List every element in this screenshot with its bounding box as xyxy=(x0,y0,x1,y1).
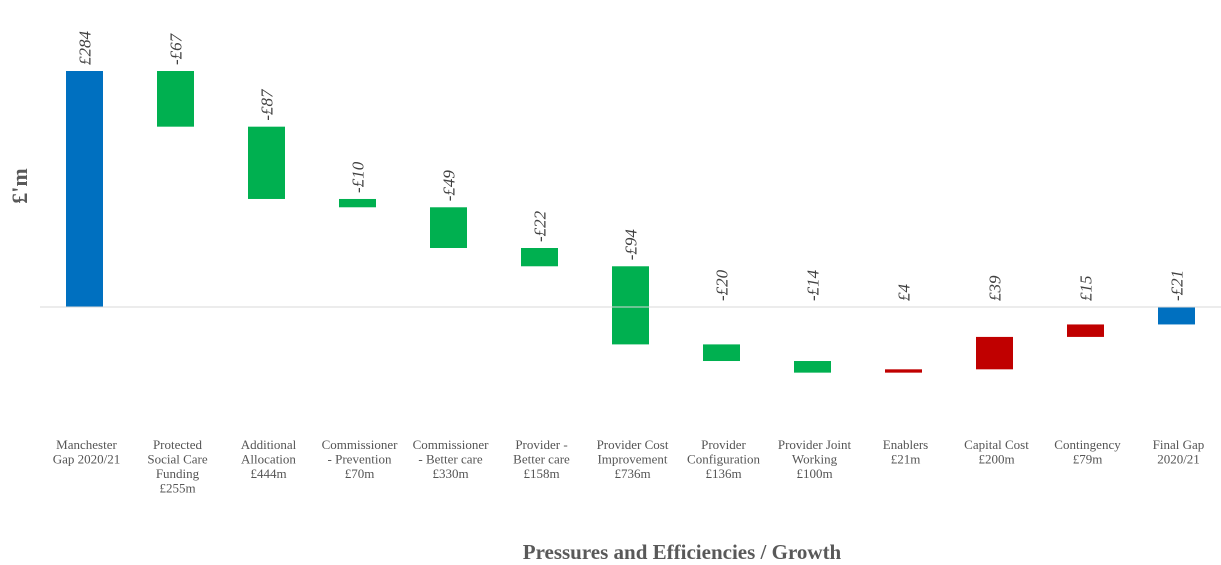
y-axis-title: £'m xyxy=(7,168,32,203)
bar-5 xyxy=(521,248,558,267)
bar-8 xyxy=(794,361,831,373)
bar-12 xyxy=(1158,307,1195,325)
category-label-4: Commissioner - Better care £330m xyxy=(413,437,490,481)
category-label-8: Provider Joint Working £100m xyxy=(778,437,852,481)
bar-11 xyxy=(1067,324,1104,337)
value-label-8: -£14 xyxy=(804,269,823,301)
bar-7 xyxy=(703,344,740,362)
value-label-5: -£22 xyxy=(531,210,550,242)
value-label-0: £284 xyxy=(76,31,95,66)
value-label-4: -£49 xyxy=(440,170,459,202)
bar-9 xyxy=(885,369,922,373)
category-label-7: Provider Configuration £136m xyxy=(687,437,760,481)
category-label-11: Contingency £79m xyxy=(1054,437,1121,467)
category-label-0: Manchester Gap 2020/21 xyxy=(53,437,121,467)
bar-3 xyxy=(339,198,376,208)
category-label-5: Provider -Better care £158m xyxy=(513,437,570,481)
value-label-2: -£87 xyxy=(258,88,277,121)
value-label-3: -£10 xyxy=(349,161,368,193)
category-label-6: Provider Cost Improvement £736m xyxy=(597,437,669,481)
category-label-12: Final Gap 2020/21 xyxy=(1153,437,1205,467)
category-label-1: Protected Social Care Funding £255m xyxy=(147,437,208,496)
category-labels-group: Manchester Gap 2020/21 Protected Social Car… xyxy=(53,437,1205,496)
category-label-3: Commissioner - Prevention £70m xyxy=(322,437,399,481)
bar-10 xyxy=(976,336,1013,370)
category-label-2: Additional Allocation £444m xyxy=(241,437,297,481)
category-label-10: Capital Cost £200m xyxy=(964,437,1029,467)
value-label-6: -£94 xyxy=(622,229,641,261)
value-label-10: £39 xyxy=(986,275,1005,301)
value-label-11: £15 xyxy=(1077,276,1096,302)
bar-2 xyxy=(248,126,285,199)
value-label-7: -£20 xyxy=(713,269,732,301)
bar-6 xyxy=(612,266,649,345)
value-label-9: £4 xyxy=(895,284,914,302)
bar-4 xyxy=(430,207,467,248)
value-label-12: -£21 xyxy=(1168,270,1187,301)
value-labels-group: £284 -£67 -£87 -£10 -£49 -£22 -£94 -£20 -£14 £4 £3… xyxy=(76,31,1187,302)
bars-group xyxy=(66,71,1195,373)
value-label-1: -£67 xyxy=(167,32,186,65)
x-axis-title: Pressures and Efficiencies / Growth xyxy=(523,540,842,564)
bar-1 xyxy=(157,71,194,127)
bar-0 xyxy=(66,71,103,307)
category-label-9: Enablers £21m xyxy=(883,437,928,467)
